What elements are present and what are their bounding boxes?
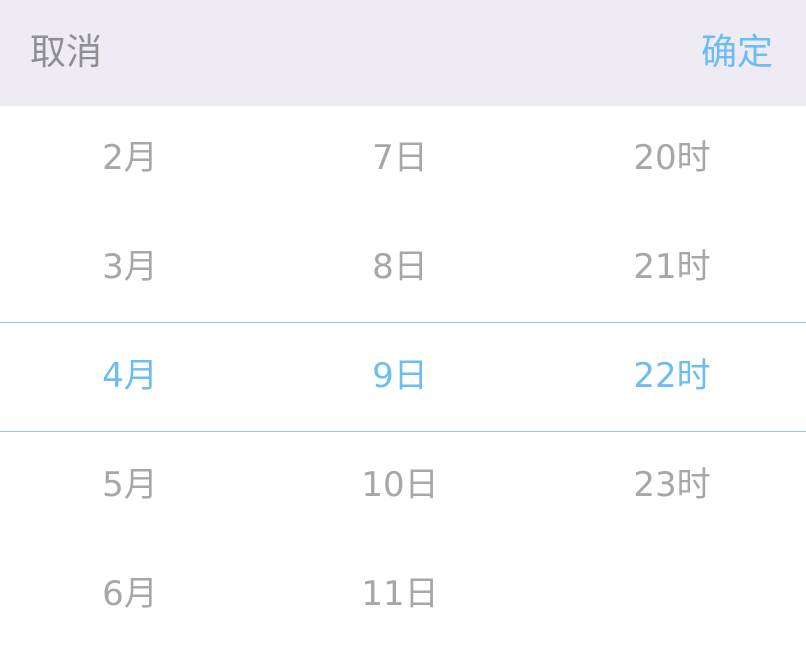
confirm-button[interactable]: 确定 <box>700 32 773 73</box>
day-wheel[interactable]: 7日 8日 9日 10日 11日 <box>300 106 500 646</box>
day-option[interactable]: 11日 <box>361 574 439 614</box>
picker-toolbar: 取消 确定 <box>0 0 806 106</box>
selection-indicator-top-line <box>0 322 806 323</box>
month-option[interactable]: 6月 <box>102 574 158 614</box>
selected-hour-option[interactable]: 22时 <box>633 356 711 396</box>
month-wheel[interactable]: 2月 3月 4月 5月 6月 <box>30 106 230 646</box>
selected-day-option[interactable]: 9日 <box>372 356 428 396</box>
hour-wheel[interactable]: 20时 21时 22时 23时 <box>572 106 772 646</box>
hour-option[interactable]: 23时 <box>633 465 711 505</box>
selection-indicator-bottom-line <box>0 431 806 432</box>
day-option[interactable]: 10日 <box>361 465 439 505</box>
hour-option[interactable]: 20时 <box>633 138 711 178</box>
hour-option[interactable]: 21时 <box>633 247 711 287</box>
picker-wheels: 2月 3月 4月 5月 6月 7日 8日 9日 10日 11日 20时 21时 … <box>0 106 806 646</box>
day-option[interactable]: 8日 <box>372 247 428 287</box>
month-option[interactable]: 3月 <box>102 247 158 287</box>
cancel-button[interactable]: 取消 <box>30 32 103 73</box>
day-option[interactable]: 7日 <box>372 138 428 178</box>
selected-month-option[interactable]: 4月 <box>102 356 158 396</box>
month-option[interactable]: 5月 <box>102 465 158 505</box>
month-option[interactable]: 2月 <box>102 138 158 178</box>
